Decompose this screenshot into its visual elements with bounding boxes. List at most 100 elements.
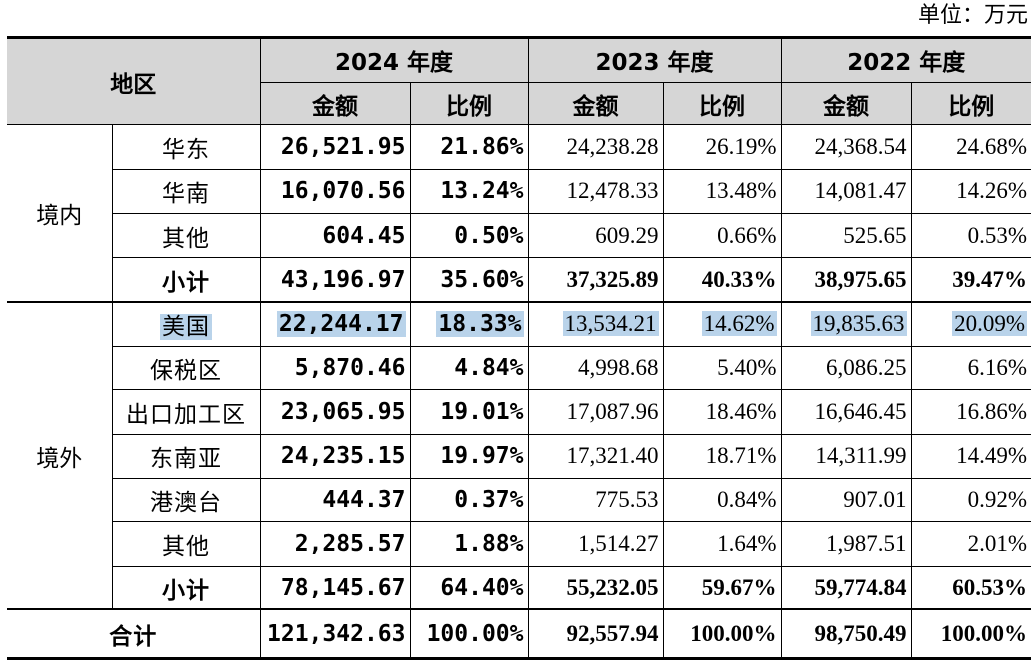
ratio-2023: 26.19% <box>662 124 782 170</box>
header-row-metrics: 金额 比例 金额 比例 金额 比例 <box>7 81 1031 126</box>
ratio-2024: 13.24% <box>409 168 529 214</box>
ratio-2022: 39.47% <box>910 257 1031 303</box>
amount-2024: 22,244.17 <box>259 301 411 347</box>
amount-2022: 24,368.54 <box>780 124 912 170</box>
amount-2024: 24,235.15 <box>259 433 411 479</box>
ratio-2023: 0.84% <box>662 477 782 523</box>
selected-text: 14.62% <box>701 311 777 337</box>
amount-header: 金额 <box>527 81 664 126</box>
amount-2022: 525.65 <box>780 212 912 259</box>
amount-2023: 12,478.33 <box>527 168 664 214</box>
ratio-2024: 1.88% <box>409 521 529 567</box>
total-label: 合计 <box>7 608 261 657</box>
amount-header: 金额 <box>260 81 411 126</box>
ratio-2023: 100.00% <box>662 608 782 657</box>
region-label: 保税区 <box>112 345 261 391</box>
selected-text: 18.33% <box>436 311 524 338</box>
ratio-2022: 0.92% <box>910 477 1031 523</box>
table-row: 东南亚 24,235.15 19.97% 17,321.40 18.71% 14… <box>7 433 1031 479</box>
ratio-2022: 60.53% <box>910 565 1031 610</box>
ratio-2024: 19.97% <box>409 433 529 479</box>
amount-2022: 59,774.84 <box>780 565 912 610</box>
subtotal-label: 小计 <box>112 257 261 303</box>
amount-2023: 13,534.21 <box>527 301 664 347</box>
selected-text: 美国 <box>160 314 212 341</box>
region-label: 出口加工区 <box>112 389 261 435</box>
ratio-2024: 0.37% <box>409 477 529 523</box>
amount-2024: 121,342.63 <box>259 608 411 657</box>
amount-2023: 1,514.27 <box>527 521 664 567</box>
group-label-domestic: 境内 <box>7 124 113 303</box>
subtotal-label: 小计 <box>112 565 261 610</box>
region-label: 东南亚 <box>112 433 261 479</box>
top-rule <box>7 36 1031 39</box>
group-label-overseas: 境外 <box>7 301 113 610</box>
subtotal-row: 小计 78,145.67 64.40% 55,232.05 59.67% 59,… <box>7 565 1031 610</box>
amount-2022: 98,750.49 <box>780 608 912 657</box>
year-header-2024: 2024 年度 <box>259 39 529 83</box>
ratio-2024: 19.01% <box>409 389 529 435</box>
amount-2023: 37,325.89 <box>527 257 664 303</box>
amount-2022: 907.01 <box>780 477 912 523</box>
ratio-2023: 40.33% <box>662 257 782 303</box>
ratio-2022: 24.68% <box>910 124 1031 170</box>
amount-2022: 19,835.63 <box>780 301 912 347</box>
selected-text: 22,244.17 <box>276 311 406 338</box>
ratio-2023: 18.71% <box>662 433 782 479</box>
ratio-2022: 14.26% <box>910 168 1031 214</box>
revenue-by-region-table: 地区 2024 年度 2023 年度 2022 年度 金额 比例 金额 比例 金… <box>7 39 1031 657</box>
ratio-header: 比例 <box>662 81 782 126</box>
ratio-2022: 20.09% <box>910 301 1031 347</box>
ratio-2022: 6.16% <box>910 345 1031 391</box>
ratio-2024: 18.33% <box>409 301 529 347</box>
ratio-2023: 13.48% <box>662 168 782 214</box>
ratio-header: 比例 <box>910 81 1031 126</box>
amount-2023: 55,232.05 <box>527 565 664 610</box>
ratio-2022: 2.01% <box>910 521 1031 567</box>
table-row: 境内 华东 26,521.95 21.86% 24,238.28 26.19% … <box>7 124 1031 303</box>
ratio-2024: 4.84% <box>409 345 529 391</box>
ratio-2023: 0.66% <box>662 212 782 259</box>
ratio-2023: 5.40% <box>662 345 782 391</box>
ratio-2023: 59.67% <box>662 565 782 610</box>
table-row: 其他 2,285.57 1.88% 1,514.27 1.64% 1,987.5… <box>7 521 1031 567</box>
amount-2023: 17,087.96 <box>527 389 664 435</box>
table-row: 境外 美国 22,244.17 18.33% 13,534.21 14.62% … <box>7 301 1031 610</box>
amount-2022: 1,987.51 <box>780 521 912 567</box>
header-row-years: 地区 2024 年度 2023 年度 2022 年度 <box>7 39 1031 126</box>
region-label: 华东 <box>111 124 261 170</box>
ratio-2024: 0.50% <box>409 212 529 259</box>
region-label: 港澳台 <box>112 477 261 523</box>
region-header: 地区 <box>7 39 261 126</box>
selected-text: 13,534.21 <box>562 311 659 337</box>
year-header-2023: 2023 年度 <box>527 39 782 83</box>
amount-2022: 14,081.47 <box>780 168 912 214</box>
amount-2022: 38,975.65 <box>780 257 912 303</box>
bottom-rule <box>7 657 1031 660</box>
amount-2023: 24,238.28 <box>527 124 664 170</box>
selected-text: 20.09% <box>952 311 1027 337</box>
amount-2024: 16,070.56 <box>259 168 411 214</box>
ratio-2023: 14.62% <box>662 301 782 347</box>
amount-2023: 609.29 <box>527 212 664 259</box>
amount-2022: 6,086.25 <box>780 345 912 391</box>
ratio-2023: 1.64% <box>662 521 782 567</box>
amount-2023: 92,557.94 <box>527 608 664 657</box>
ratio-2024: 35.60% <box>409 257 529 303</box>
table-row: 港澳台 444.37 0.37% 775.53 0.84% 907.01 0.9… <box>7 477 1031 523</box>
table-row: 其他 604.45 0.50% 609.29 0.66% 525.65 0.53… <box>7 212 1031 259</box>
ratio-2022: 14.49% <box>910 433 1031 479</box>
ratio-2022: 0.53% <box>910 212 1031 259</box>
amount-2024: 26,521.95 <box>259 124 411 170</box>
region-label: 美国 <box>111 301 261 347</box>
subtotal-row: 小计 43,196.97 35.60% 37,325.89 40.33% 38,… <box>7 257 1031 303</box>
amount-2024: 444.37 <box>259 477 411 523</box>
table-row: 华南 16,070.56 13.24% 12,478.33 13.48% 14,… <box>7 168 1031 214</box>
amount-2023: 775.53 <box>527 477 664 523</box>
amount-2024: 78,145.67 <box>259 565 411 610</box>
ratio-2024: 64.40% <box>409 565 529 610</box>
region-label: 华南 <box>112 168 261 214</box>
amount-2024: 23,065.95 <box>259 389 411 435</box>
amount-2023: 4,998.68 <box>527 345 664 391</box>
table-row: 出口加工区 23,065.95 19.01% 17,087.96 18.46% … <box>7 389 1031 435</box>
